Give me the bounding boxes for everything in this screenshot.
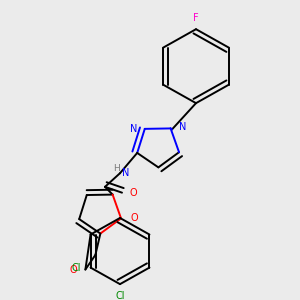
Text: N: N [130,124,138,134]
Text: O: O [130,188,138,198]
Text: Cl: Cl [71,262,81,273]
Text: F: F [193,13,199,22]
Text: O: O [70,265,77,275]
Text: N: N [179,122,186,133]
Text: Cl: Cl [115,291,125,300]
Text: N: N [122,168,129,178]
Text: O: O [130,213,138,224]
Text: H: H [112,164,119,173]
